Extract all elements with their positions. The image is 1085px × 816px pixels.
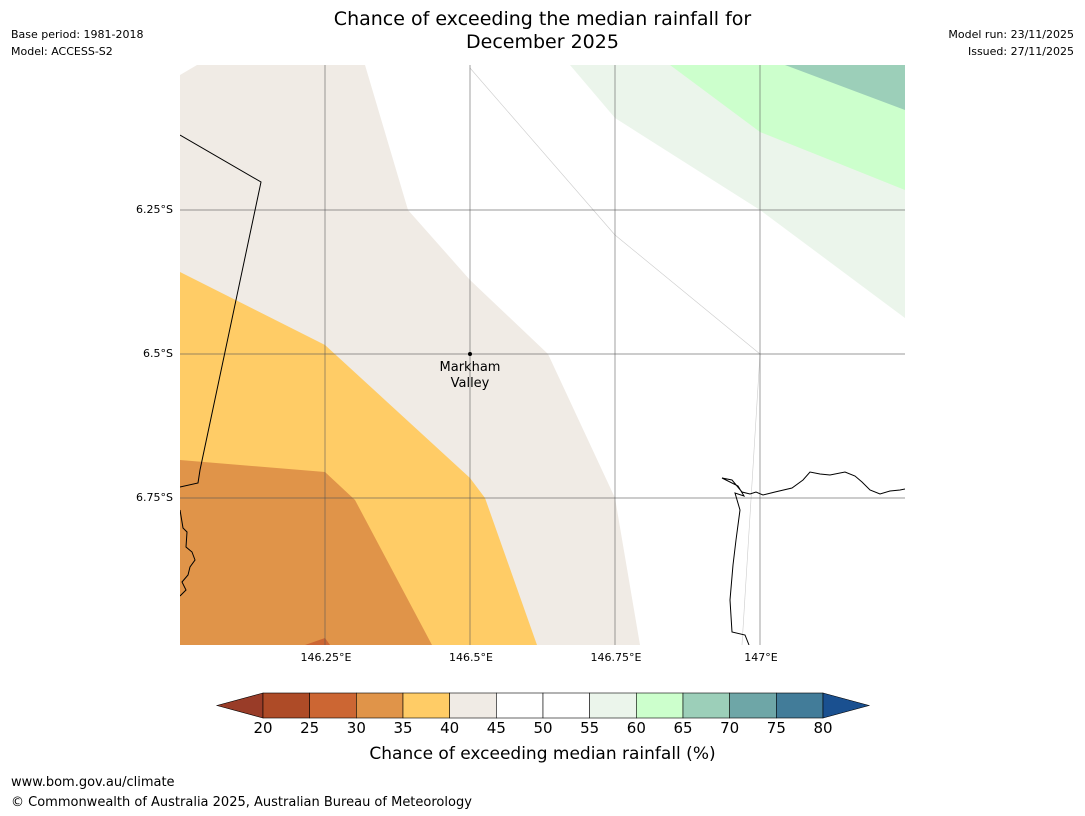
map-title-line2: December 2025 (466, 31, 619, 53)
colorbar-under-arrow (215, 692, 264, 719)
coastline-west (180, 509, 196, 597)
lat-label-6-5: 6.5°S (143, 347, 173, 360)
colorbar-tick-label: 25 (300, 719, 320, 737)
colorbar-tick-label: 45 (486, 719, 506, 737)
place-name-line1: Markham (439, 360, 501, 375)
map-title-line1: Chance of exceeding the median rainfall … (333, 8, 752, 30)
colorbar-tick-label: 40 (440, 719, 460, 737)
colorbar-segment (449, 692, 497, 719)
colorbar-segment (402, 692, 450, 719)
coastline-east (721, 471, 905, 645)
colorbar-tick-label: 65 (673, 719, 693, 737)
footer-url: www.bom.gov.au/climate (11, 775, 175, 790)
base-period: Base period: 1981-2018 (11, 28, 144, 41)
contour-line (741, 353, 761, 645)
place-label: Markham Valley (440, 360, 501, 392)
colorbar-segment (636, 692, 684, 719)
issued-date: Issued: 27/11/2025 (967, 45, 1074, 58)
colorbar-segment (542, 692, 590, 719)
colorbar-segment (356, 692, 404, 719)
zone-25-30 (305, 638, 330, 645)
graticule (180, 65, 905, 645)
colorbar-tick-label: 60 (626, 719, 646, 737)
lat-label-6-25: 6.25°S (136, 203, 173, 216)
lat-label-6-75: 6.75°S (136, 491, 173, 504)
zone-60-65 (670, 65, 905, 190)
border-line (180, 134, 262, 488)
colorbar-label: Chance of exceeding median rainfall (%) (369, 744, 716, 764)
footer-copyright: © Commonwealth of Australia 2025, Austra… (11, 795, 472, 810)
meta-right: Model run: 23/11/2025 Issued: 27/11/2025 (948, 26, 1074, 60)
colorbar-segment (682, 692, 730, 719)
colorbar-segment (589, 692, 637, 719)
lon-label-146-75: 146.75°E (590, 651, 642, 664)
colorbar-tick-label: 50 (533, 719, 553, 737)
colorbar-tick-label: 55 (580, 719, 600, 737)
colorbar-segment (262, 692, 310, 719)
map-area (180, 65, 905, 645)
colorbar (215, 692, 871, 719)
meta-left: Base period: 1981-2018 Model: ACCESS-S2 (11, 26, 143, 60)
colorbar-tick-label: 70 (720, 719, 740, 737)
colorbar-tick-label: 30 (346, 719, 366, 737)
lon-label-147: 147°E (744, 651, 778, 664)
colorbar-over-arrow (822, 692, 871, 719)
colorbar-tick-label: 35 (393, 719, 413, 737)
lon-label-146-5: 146.5°E (449, 651, 493, 664)
colorbar-tick-label: 20 (253, 719, 273, 737)
colorbar-segment (776, 692, 824, 719)
place-marker-dot (468, 352, 472, 356)
zone-30-35 (180, 460, 432, 645)
place-name-line2: Valley (450, 376, 490, 391)
zone-65-70 (785, 65, 905, 110)
colorbar-segment (309, 692, 357, 719)
colorbar-segment (496, 692, 544, 719)
map-title: Chance of exceeding the median rainfall … (0, 8, 1085, 54)
colorbar-segment (729, 692, 777, 719)
lon-label-146-25: 146.25°E (300, 651, 352, 664)
model-run: Model run: 23/11/2025 (948, 28, 1074, 41)
colorbar-tick-label: 80 (813, 719, 833, 737)
colorbar-tick-label: 75 (766, 719, 786, 737)
model-name: Model: ACCESS-S2 (11, 45, 113, 58)
colorbar-segments (262, 692, 824, 719)
